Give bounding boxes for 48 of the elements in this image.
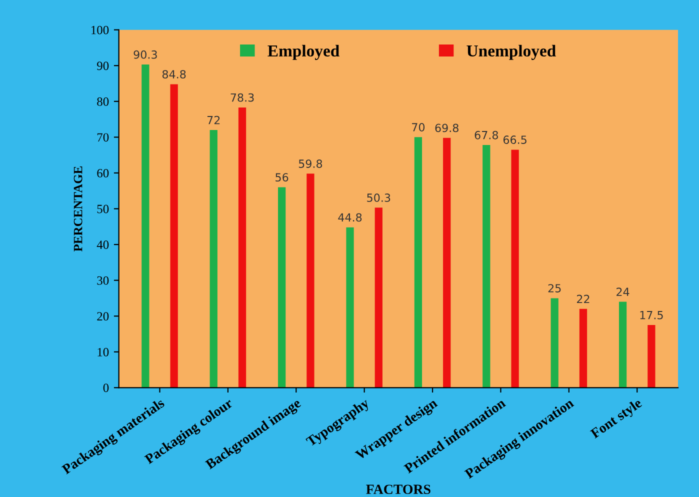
bar [618,302,627,388]
data-label: 24 [616,288,630,296]
y-tick-label: 70 [97,133,109,142]
y-tick-label: 60 [97,168,109,178]
y-tick-label: 20 [97,312,109,321]
data-label: 69.8 [435,124,458,132]
bar [142,64,150,388]
bar [511,150,519,388]
y-tick-label: 80 [97,97,109,106]
bar [346,227,354,388]
bar [443,138,451,388]
bar [210,130,218,388]
legend-label: Unemployed [466,44,556,60]
data-label: 78.3 [230,93,254,102]
bar [482,145,490,388]
data-label: 70 [412,123,425,132]
data-label: 67.8 [474,130,498,140]
data-label: 84.8 [162,70,186,78]
data-label: 72 [207,116,220,124]
y-axis-title: PERCENTAGE [74,166,82,252]
bar [374,208,382,388]
data-label: 56 [276,173,288,182]
y-tick-label: 10 [98,348,109,356]
bar [414,137,422,388]
x-axis-title: FACTORS [366,484,430,494]
data-label: 44.8 [338,213,362,222]
x-tick-label: Font style [590,398,644,442]
data-label: 22 [576,294,590,304]
y-tick-label: 90 [97,62,109,70]
y-tick-label: 30 [97,276,109,285]
data-label: 50.3 [367,194,390,202]
bar [306,174,314,388]
data-label: 90.3 [134,50,157,59]
bar [648,325,656,388]
legend-label: Employed [268,44,340,60]
y-tick-label: 40 [96,240,109,249]
bar [238,107,246,388]
data-label: 59.8 [298,160,322,168]
bar [278,187,286,388]
y-tick-label: 100 [91,26,109,34]
bar [550,298,558,388]
y-tick-label: 50 [97,204,109,214]
data-label: 25 [548,284,561,292]
bar [579,308,588,388]
data-label: 17.5 [640,311,663,320]
y-tick-label: 0 [103,384,109,392]
data-label: 66.5 [503,136,526,144]
bar [170,84,178,388]
